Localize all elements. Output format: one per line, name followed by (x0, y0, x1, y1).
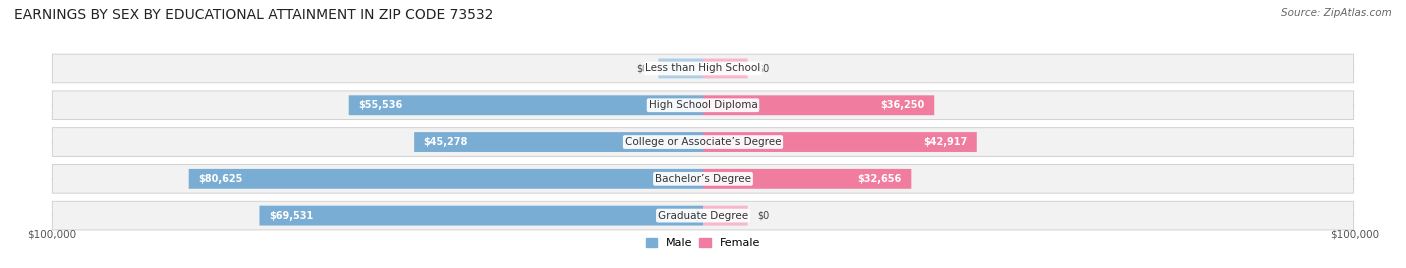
FancyBboxPatch shape (52, 201, 1354, 230)
Text: High School Diploma: High School Diploma (648, 100, 758, 110)
FancyBboxPatch shape (260, 206, 703, 226)
FancyBboxPatch shape (703, 206, 748, 226)
FancyBboxPatch shape (52, 128, 1354, 157)
FancyBboxPatch shape (52, 91, 1354, 120)
Text: $0: $0 (758, 211, 769, 221)
FancyBboxPatch shape (703, 132, 977, 152)
Text: EARNINGS BY SEX BY EDUCATIONAL ATTAINMENT IN ZIP CODE 73532: EARNINGS BY SEX BY EDUCATIONAL ATTAINMEN… (14, 8, 494, 22)
Text: $80,625: $80,625 (198, 174, 243, 184)
Text: $36,250: $36,250 (880, 100, 925, 110)
FancyBboxPatch shape (703, 95, 934, 115)
Text: $45,278: $45,278 (423, 137, 468, 147)
Text: $69,531: $69,531 (269, 211, 314, 221)
Text: Source: ZipAtlas.com: Source: ZipAtlas.com (1281, 8, 1392, 18)
Text: Less than High School: Less than High School (645, 64, 761, 73)
Text: Graduate Degree: Graduate Degree (658, 211, 748, 221)
Text: $0: $0 (637, 64, 648, 73)
FancyBboxPatch shape (188, 169, 703, 189)
Text: $0: $0 (758, 64, 769, 73)
Text: $100,000: $100,000 (27, 230, 76, 240)
Text: $42,917: $42,917 (922, 137, 967, 147)
Text: $32,656: $32,656 (858, 174, 901, 184)
Text: $55,536: $55,536 (359, 100, 402, 110)
Text: College or Associate’s Degree: College or Associate’s Degree (624, 137, 782, 147)
FancyBboxPatch shape (658, 58, 703, 79)
FancyBboxPatch shape (52, 54, 1354, 83)
FancyBboxPatch shape (52, 165, 1354, 193)
FancyBboxPatch shape (349, 95, 703, 115)
FancyBboxPatch shape (703, 58, 748, 79)
Text: $100,000: $100,000 (1330, 230, 1379, 240)
Text: Bachelor’s Degree: Bachelor’s Degree (655, 174, 751, 184)
FancyBboxPatch shape (703, 169, 911, 189)
Legend: Male, Female: Male, Female (641, 234, 765, 253)
FancyBboxPatch shape (415, 132, 703, 152)
